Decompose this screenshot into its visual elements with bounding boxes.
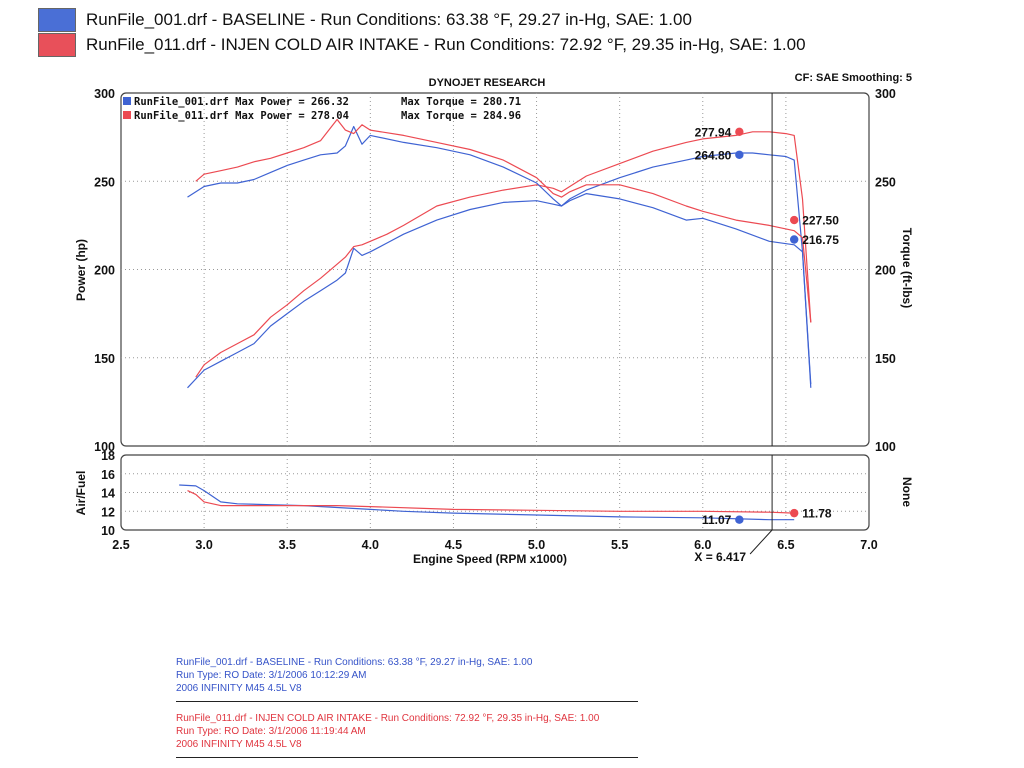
footer-intake: RunFile_011.drf - INJEN COLD AIR INTAKE … [176,712,599,751]
max-info-baseline-swatch [123,97,131,105]
marker-label: 216.75 [802,233,839,247]
x-tick-label: 3.5 [279,538,296,552]
legend-intake: RunFile_011.drf - INJEN COLD AIR INTAKE … [38,32,806,58]
af-tick-label: 16 [101,468,115,482]
x-tick-label: 6.5 [777,538,794,552]
marker-label: 264.80 [695,148,732,162]
intake-marker-dot [735,127,744,137]
baseline-marker-dot [735,515,744,524]
marker-label: 227.50 [802,214,839,228]
footer-divider [176,701,638,702]
max-torque-baseline: Max Torque = 280.71 [401,96,521,108]
footer-intake-line: 2006 INFINITY M45 4.5L V8 [176,739,302,750]
cursor-leader [749,529,773,555]
af-tick-label: 12 [101,505,115,519]
x-tick-label: 5.5 [611,538,628,552]
intake-torque-line [195,118,812,323]
y-tick-label: 250 [94,175,115,189]
baseline-swatch [38,8,76,32]
af-tick-label: 10 [101,524,115,538]
x-tick-label: 2.5 [112,538,129,552]
intake-swatch [38,33,76,57]
footer-baseline-line: 2006 INFINITY M45 4.5L V8 [176,683,302,694]
intake-marker-dot [790,215,799,225]
cf-smoothing: CF: SAE Smoothing: 5 [795,72,912,84]
footer-intake-line: Run Type: RO Date: 3/1/2006 11:19:44 AM [176,726,366,737]
y2-tick-label: 200 [875,264,896,278]
dyno-chart: 100 150 200 250 300 100 150 200 250 300 10 12 14 16 18… [74,72,914,566]
x-tick-label: 5.0 [528,538,545,552]
y2-axis-label: Torque (ft-lbs) [900,228,914,308]
y2-tick-label: 300 [875,87,896,101]
baseline-torque-line [187,125,812,385]
x-tick-label: 7.0 [860,538,877,552]
y-tick-label: 200 [94,264,115,278]
intake-marker-dot [790,508,799,518]
x-tick-label: 6.0 [694,538,711,552]
intake-air-fuel-line [187,490,795,514]
y-tick-label: 150 [94,352,115,366]
y-tick-label: 100 [94,440,115,454]
marker-label: 11.78 [802,507,832,521]
baseline-marker-dot [790,235,799,244]
max-power-intake: RunFile_011.drf Max Power = 278.04 [134,110,349,122]
footer-intake-line: RunFile_011.drf - INJEN COLD AIR INTAKE … [176,713,600,724]
chart-title: DYNOJET RESEARCH [429,77,546,89]
footer-divider [176,757,638,758]
y-tick-label: 300 [94,87,115,101]
baseline-marker-dot [735,150,744,159]
legend-baseline-label: RunFile_001.drf - BASELINE - Run Conditi… [86,10,692,29]
legend-intake-label: RunFile_011.drf - INJEN COLD AIR INTAKE … [86,35,806,54]
x-axis-label: Engine Speed (RPM x1000) [413,552,567,566]
marker-label: 277.94 [695,125,732,139]
cursor-label: X = 6.417 [694,550,746,564]
y-axis-label: Power (hp) [74,239,88,301]
legend-baseline: RunFile_001.drf - BASELINE - Run Conditi… [38,7,692,33]
footer-baseline: RunFile_001.drf - BASELINE - Run Conditi… [176,656,532,695]
baseline-air-fuel-line [179,484,795,521]
y2-tick-label: 100 [875,440,896,454]
x-tick-label: 4.5 [445,538,462,552]
max-power-baseline: RunFile_001.drf Max Power = 266.32 [134,96,349,108]
footer-baseline-line: RunFile_001.drf - BASELINE - Run Conditi… [176,657,533,668]
max-info-intake-swatch [123,111,131,119]
x-tick-label: 4.0 [362,538,379,552]
marker-label: 11.07 [702,513,732,527]
af-axis-label: Air/Fuel [74,471,88,516]
max-torque-intake: Max Torque = 284.96 [401,110,521,122]
y2-tick-label: 250 [875,175,896,189]
af-tick-label: 14 [101,487,115,501]
af-y2-label: None [900,477,914,507]
x-tick-label: 3.0 [195,538,212,552]
y2-tick-label: 150 [875,352,896,366]
af-tick-label: 18 [101,449,115,463]
footer-baseline-line: Run Type: RO Date: 3/1/2006 10:12:29 AM [176,670,367,681]
